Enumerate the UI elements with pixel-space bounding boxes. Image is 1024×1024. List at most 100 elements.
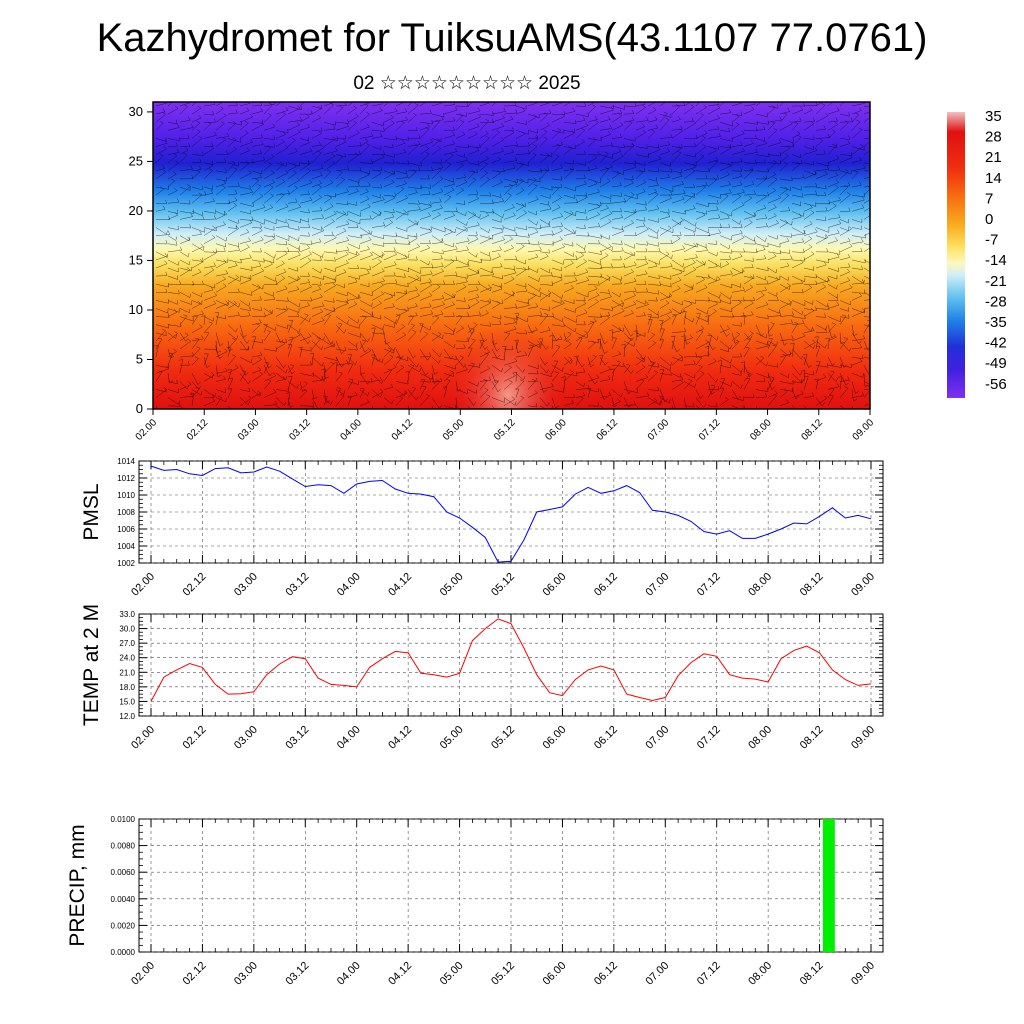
cross-section-y-axis: 0 5 10 15 20 25 30 [129,104,153,416]
x-tick-label: 03.00 [236,417,262,443]
x-tick-label: 05.00 [441,417,467,443]
pmsl-series-line [150,465,872,563]
x-tick-label: 06.12 [592,571,620,599]
colorbar-label: 35 [985,108,1002,125]
x-tick-label: 06.12 [592,960,620,988]
colorbar-label: 14 [985,170,1002,187]
y-tick-label: 5 [136,351,143,366]
colorbar-label: -42 [985,335,1007,352]
y-tick-label: 30.0 [119,625,135,634]
x-tick-label: 07.00 [643,571,671,599]
precip-bar [822,819,835,952]
y-tick-label: 0.0020 [111,921,136,930]
colorbar-label: -56 [985,376,1007,393]
y-tick-label: 1012 [117,474,135,483]
x-tick-label: 06.00 [541,960,569,988]
temp-series-line [150,618,872,702]
y-tick-label: 10 [129,302,143,317]
cross-section-x-axis: 02.00 02.12 03.00 03.12 04.00 04.12 05.00 05.12… [134,409,876,443]
x-tick-label: 06.12 [592,724,620,752]
y-tick-label: 0.0040 [111,895,136,904]
colorbar-labels: 35 28 21 14 7 0 -7 -14 -21 -28 -35 -42 -49 -56 [985,108,1007,393]
x-tick-label: 08.00 [746,960,774,988]
colorbar-label: -49 [985,355,1007,372]
y-tick-label: 1008 [117,508,135,517]
x-tick-label: 05.12 [489,571,517,599]
y-tick-label: 0.0080 [111,842,136,851]
x-tick-label: 03.12 [287,417,313,443]
colorbar-label: 21 [985,149,1002,166]
y-tick-label: 12.0 [119,712,135,721]
x-tick-label: 07.12 [695,960,723,988]
x-tick-label: 08.00 [746,571,774,599]
x-tick-label: 05.00 [438,724,466,752]
precip-panel: 0.0100 0.0080 0.0060 0.0040 0.0020 0.0000 02.0… [66,815,884,988]
x-tick-label: 02.00 [129,960,157,988]
x-tick-label: 07.00 [643,960,671,988]
x-tick-label: 08.12 [798,960,826,988]
x-tick-label: 04.12 [386,571,414,599]
x-tick-label: 03.00 [232,724,260,752]
y-tick-label: 15.0 [119,697,135,706]
x-tick-label: 02.12 [181,960,209,988]
x-tick-label: 03.00 [232,571,260,599]
colorbar-label: 7 [985,190,993,207]
x-tick-label: 08.12 [798,571,826,599]
x-tick-label: 08.12 [799,417,825,443]
chart-title: Kazhydromet for TuiksuAMS(43.1107 77.076… [96,16,928,60]
x-tick-label: 08.00 [748,417,774,443]
x-tick-label: 04.00 [335,571,363,599]
x-tick-label: 04.12 [390,417,416,443]
x-tick-label: 05.12 [492,417,518,443]
temp-panel: 33.0 30.0 27.0 24.0 21.0 18.0 15.0 12.0 02.00 02.… [80,604,884,752]
y-tick-label: 1014 [117,457,135,466]
y-tick-label: 0.0100 [111,815,136,824]
cross-section-panel: 0 5 10 15 20 25 30 02.00 02.12 03.00 03.12 04.00 04… [129,101,876,443]
x-tick-label: 04.00 [335,960,363,988]
x-tick-label: 07.12 [695,571,723,599]
x-tick-label: 02.00 [129,571,157,599]
x-tick-label: 07.12 [695,724,723,752]
x-tick-label: 07.12 [697,417,723,443]
x-tick-label: 06.00 [543,417,569,443]
y-tick-label: 24.0 [119,654,135,663]
x-tick-label: 02.12 [181,571,209,599]
y-tick-label: 15 [129,252,143,267]
warm-anomaly [448,325,568,409]
x-tick-label: 08.00 [746,724,774,752]
colorbar-label: -7 [985,232,998,249]
y-tick-label: 25 [129,153,143,168]
x-tick-label: 04.00 [335,724,363,752]
x-tick-label: 03.12 [283,571,311,599]
x-tick-label: 07.00 [646,417,672,443]
y-tick-label: 1006 [117,525,135,534]
x-tick-label: 02.00 [129,724,157,752]
x-tick-label: 05.12 [489,724,517,752]
x-tick-label: 05.00 [438,960,466,988]
y-tick-label: 1004 [117,542,135,551]
x-tick-label: 03.00 [232,960,260,988]
x-tick-label: 07.00 [643,724,671,752]
x-tick-label: 02.12 [185,417,211,443]
colorbar: 35 28 21 14 7 0 -7 -14 -21 -28 -35 -42 -49 -56 [947,108,1007,398]
y-tick-label: 0.0000 [111,948,136,957]
colorbar-label: -14 [985,252,1007,269]
y-tick-label: 20 [129,203,143,218]
colorbar-ramp [947,112,965,398]
y-axis-label: PRECIP, mm [66,824,89,946]
y-tick-label: 1010 [117,491,135,500]
y-tick-label: 33.0 [119,610,135,619]
x-tick-label: 03.12 [283,724,311,752]
wind-barbs [154,102,870,409]
colorbar-label: -28 [985,293,1007,310]
x-tick-label: 06.12 [595,417,621,443]
x-tick-label: 04.12 [386,960,414,988]
y-tick-label: 27.0 [119,639,135,648]
x-tick-label: 06.00 [541,724,569,752]
colorbar-label: -21 [985,273,1007,290]
wind-barb-lines [154,102,870,409]
y-tick-label: 1002 [117,559,135,568]
y-tick-label: 0.0060 [111,868,136,877]
colorbar-label: -35 [985,314,1007,331]
